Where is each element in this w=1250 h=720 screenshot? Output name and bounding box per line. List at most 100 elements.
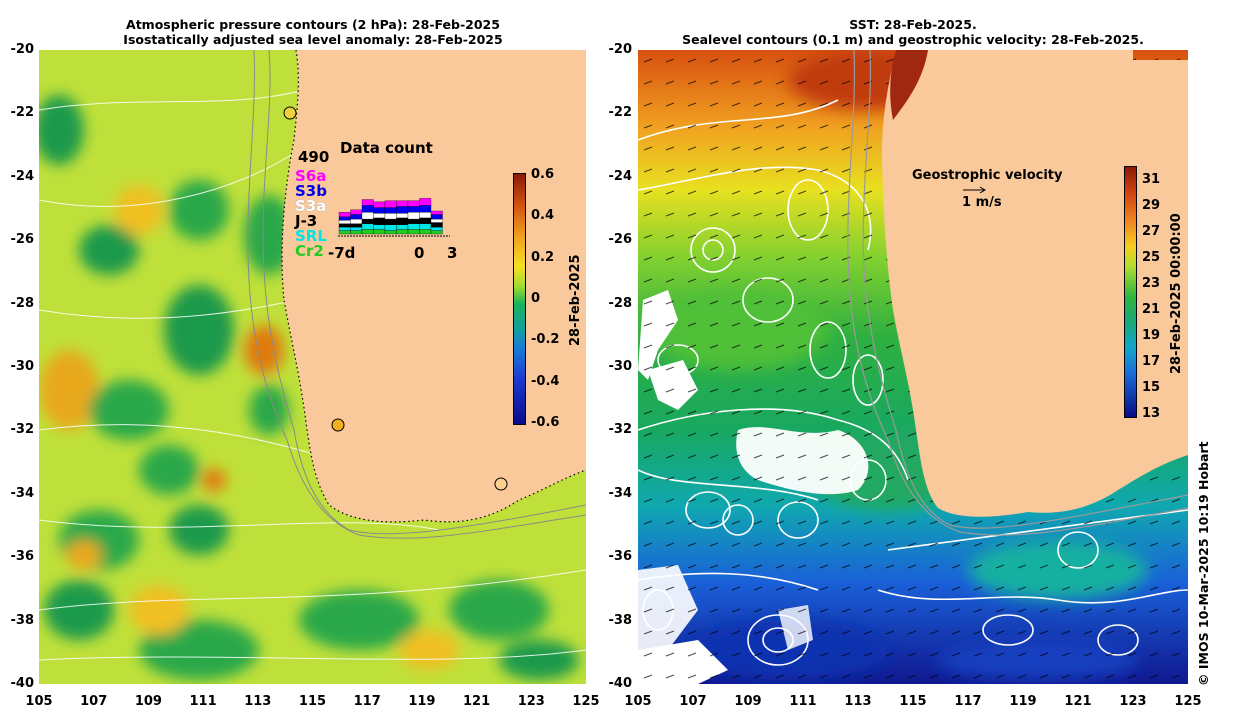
right-colorbar-tick: 21 [1142,302,1161,317]
left-colorbar-tick: 0.2 [531,249,555,265]
left-lat-tick: -22 [10,105,35,121]
left-lat-tick: -30 [10,359,35,374]
count-bar-segment [373,229,386,235]
mission-label: S3b [295,182,327,200]
left-lat-tick: -24 [10,168,35,184]
count-bar-segment [396,206,409,214]
inset-xlabel-end: 3 [447,244,458,262]
left-colorbar-label: 28-Feb-2025 [568,254,583,346]
right-colorbar-tick: 31 [1142,172,1161,187]
count-bar-segment [419,205,432,213]
count-bar-segment [350,214,363,220]
right-lon-tick: 105 [624,694,652,709]
left-lon-tick: 107 [80,694,108,709]
left-lat-tick: -40 [10,676,35,691]
count-bar-segment [361,223,374,230]
left-lon-tick: 109 [134,694,162,709]
count-bar-segment [384,213,397,220]
right-lat-tick: -24 [608,168,633,184]
left-colorbar-tick: -0.4 [531,373,560,389]
velocity-legend-title: Geostrophic velocity [912,168,1063,183]
mission-label: J-3 [295,212,318,230]
count-bar-segment [384,224,397,231]
mission-label: S3a [295,197,327,215]
count-bar-segment [338,216,351,221]
left-lon-tick: 119 [408,694,436,709]
left-lat-tick: -20 [10,42,35,57]
count-bar-segment [350,218,363,224]
sst-map[interactable] [638,50,1188,684]
right-colorbar-tick: 25 [1142,250,1161,265]
count-bar-segment [407,212,420,220]
velocity-scale-arrow [963,186,986,194]
count-bar-segment [407,229,420,235]
left-lon-tick: 113 [244,694,272,709]
right-lon-tick: 109 [734,694,762,709]
left-colorbar-tick: 0 [531,291,541,306]
count-bar-segment [361,218,374,224]
count-bar-segment [430,230,443,235]
left-lat-tick: -28 [10,295,35,311]
right-colorbar-tick: 23 [1142,276,1161,291]
right-colorbar-tick: 13 [1142,406,1161,421]
left-lat-tick: -36 [10,549,35,565]
left-lon-tick: 125 [572,694,600,709]
mission-label: SRL [295,227,327,245]
geostrophic-velocity-legend: Geostrophic velocity 1 m/s [912,168,1082,218]
left-title-line2: Isostatically adjusted sea level anomaly… [123,32,503,47]
right-lon-tick: 119 [1009,694,1037,709]
right-colorbar-tick: 17 [1142,354,1161,369]
right-lat-tick: -38 [608,612,633,628]
right-lat-tick: -30 [608,359,633,374]
right-lon-tick: 113 [844,694,872,709]
sea-level-anomaly-map[interactable] [39,50,586,684]
right-colorbar-tick: 15 [1142,380,1161,395]
count-bar-segment [430,210,443,215]
count-bar-segment [384,230,397,235]
imos-credit: © IMOS 10-Mar-2025 10:19 Hobart [1196,441,1211,686]
right-colorbar-tick: 29 [1142,198,1161,213]
left-lat-tick: -38 [10,612,35,628]
inset-xlabel-zero: 0 [414,244,425,262]
left-lon-tick: 117 [353,694,381,709]
inset-xlabel-start: -7d [328,244,356,262]
count-bar-segment [396,200,409,207]
count-bar-segment [419,223,432,230]
left-colorbar-tick: 0.6 [531,167,555,182]
right-colorbar-tick: 27 [1142,224,1161,239]
left-colorbar-tick: -0.6 [531,415,560,430]
left-colorbar [513,173,526,425]
count-bar-segment [350,209,363,215]
right-colorbar-label: 28-Feb-2025 00:00:00 [1169,213,1184,374]
count-bar-segment [384,200,397,208]
right-colorbar-tick: 19 [1142,328,1161,343]
count-bar-segment [419,198,432,206]
velocity-legend-scale: 1 m/s [962,195,1002,210]
right-lat-tick: -22 [608,105,633,121]
count-bar-segment [373,213,386,219]
left-title-line1: Atmospheric pressure contours (2 hPa): 2… [126,17,500,32]
count-bar-segment [430,214,443,220]
count-bar-segment [373,207,386,214]
count-bar-segment [338,220,351,224]
count-bar-segment [350,223,363,228]
left-colorbar-tick: 0.4 [531,208,555,224]
right-lat-tick: -34 [608,485,633,501]
count-bar-segment [396,217,409,225]
count-bar-segment [430,226,443,231]
left-colorbar-tick: -0.2 [531,332,560,348]
mission-label: Cr2 [295,242,324,260]
right-lon-tick: 121 [1064,694,1092,709]
data-count-inset: Data count 490 S6a S3b S3a J-3 SRL Cr2 -7d 0 … [290,138,460,268]
right-lat-tick: -36 [608,549,633,565]
right-colorbar [1124,166,1137,418]
right-lon-tick: 111 [789,694,817,709]
count-bar-segment [361,229,374,235]
count-bar-segment [407,206,420,213]
left-lat-tick: -32 [10,422,35,438]
count-bar-segment [419,217,432,224]
count-bar-segment [350,230,363,235]
right-lat-tick: -32 [608,422,633,438]
count-bar-segment [373,201,386,208]
count-bar-segment [338,226,351,231]
